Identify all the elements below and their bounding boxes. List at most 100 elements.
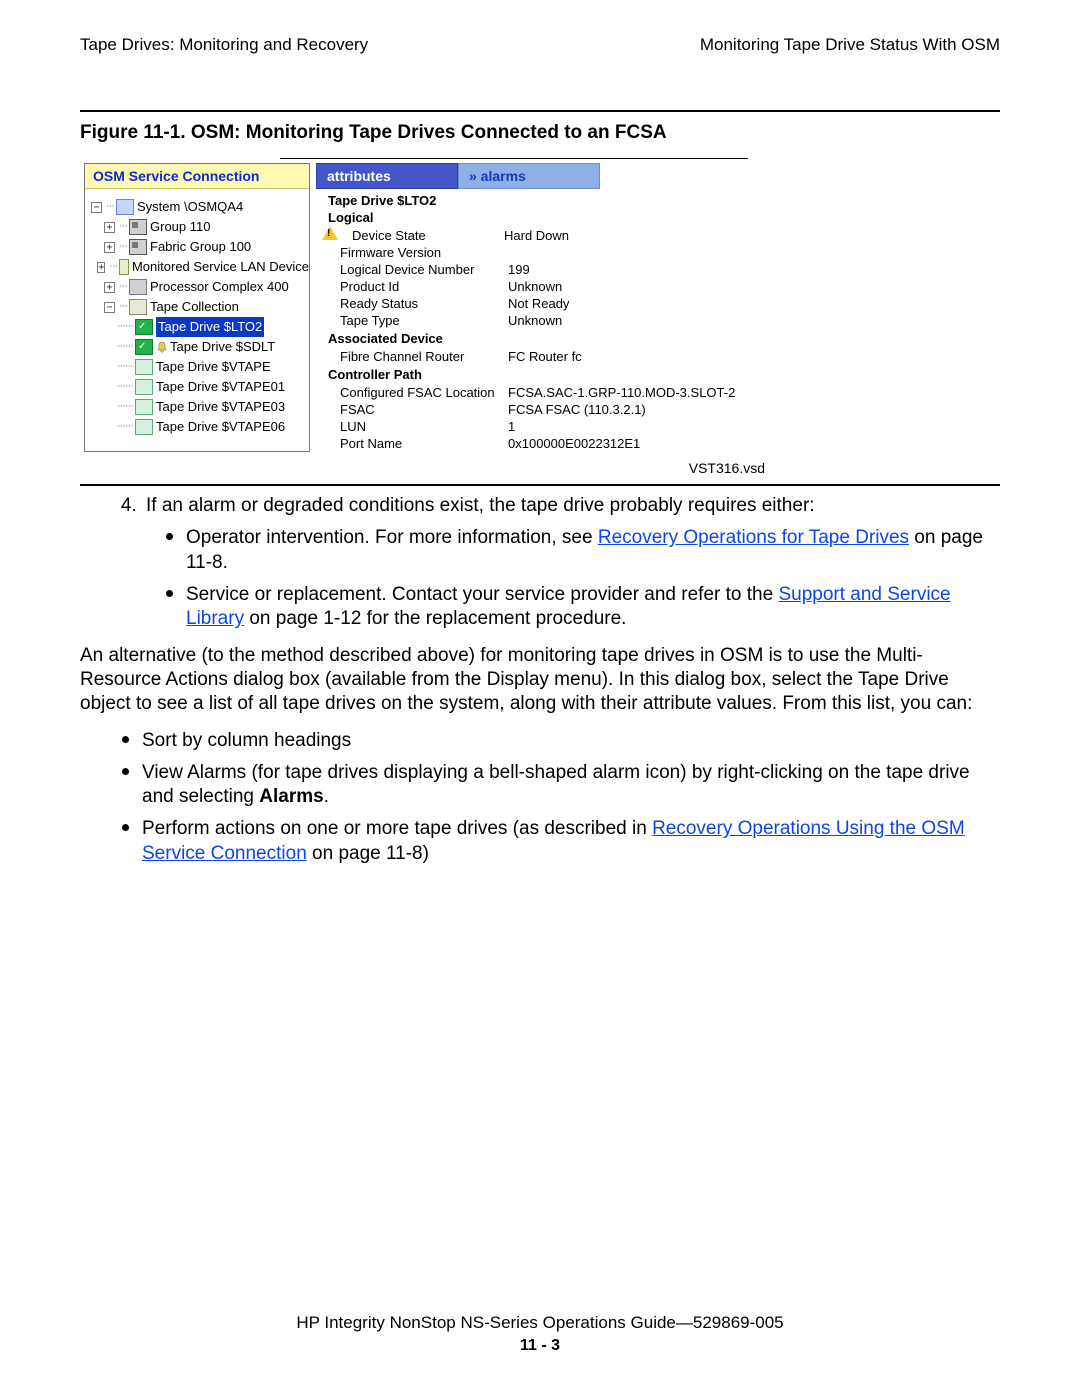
- text: Operator intervention. For more informat…: [186, 527, 598, 548]
- tree-label: Tape Drive $SDLT: [170, 337, 275, 357]
- text: Service or replacement. Contact your ser…: [186, 584, 778, 605]
- expander-minus-icon[interactable]: −: [104, 302, 115, 313]
- attr-val: Not Ready: [508, 295, 569, 312]
- attr-key: Fibre Channel Router: [328, 348, 508, 365]
- page-footer: HP Integrity NonStop NS-Series Operation…: [0, 1313, 1080, 1355]
- tree-row[interactable]: ······ Tape Drive $VTAPE01: [91, 377, 309, 397]
- tree-row[interactable]: ······ Tape Drive $VTAPE: [91, 357, 309, 377]
- attr-row: Configured FSAC LocationFCSA.SAC-1.GRP-1…: [328, 384, 1000, 401]
- tree-row-selected[interactable]: ······ Tape Drive $LTO2: [91, 317, 309, 337]
- attr-key: Ready Status: [328, 295, 508, 312]
- attr-val: Unknown: [508, 278, 562, 295]
- tape-icon: [135, 359, 153, 375]
- tree-row[interactable]: ······ Tape Drive $SDLT: [91, 337, 309, 357]
- text: on page 11-8): [307, 843, 429, 864]
- sub-bullet: Service or replacement. Contact your ser…: [186, 579, 1000, 632]
- attr-row: Product IdUnknown: [328, 278, 1000, 295]
- footer-page: 11 - 3: [0, 1337, 1080, 1355]
- expander-plus-icon[interactable]: +: [97, 262, 105, 273]
- tree-label-selected: Tape Drive $LTO2: [156, 317, 264, 337]
- text: .: [324, 786, 329, 807]
- attr-section: Controller Path: [328, 367, 1000, 382]
- paragraph: An alternative (to the method described …: [80, 644, 1000, 717]
- tree-label: Fabric Group 100: [150, 237, 251, 257]
- attr-row: Port Name0x100000E0022312E1: [328, 435, 1000, 452]
- expander-minus-icon[interactable]: −: [91, 202, 102, 213]
- attr-row: Firmware Version: [328, 244, 1000, 261]
- link-recovery-ops[interactable]: Recovery Operations for Tape Drives: [598, 527, 909, 548]
- attr-key: Firmware Version: [328, 244, 508, 261]
- tree-label: System \OSMQA4: [137, 197, 243, 217]
- tree-row-system[interactable]: −··· System \OSMQA4: [91, 197, 309, 217]
- osm-attributes-pane: attributes » alarms Tape Drive $LTO2 Log…: [310, 163, 1000, 452]
- tree-label: Tape Drive $VTAPE06: [156, 417, 285, 437]
- figure-bottom-rule: [80, 484, 1000, 486]
- attr-val: 199: [508, 261, 530, 278]
- bullet: Perform actions on one or more tape driv…: [142, 813, 1000, 866]
- attr-val: Unknown: [508, 312, 562, 329]
- tab-attributes[interactable]: attributes: [316, 163, 458, 189]
- attr-val: FCSA FSAC (110.3.2.1): [508, 401, 646, 418]
- text: Sort by column headings: [142, 730, 351, 751]
- tape-icon: [135, 399, 153, 415]
- expander-plus-icon[interactable]: +: [104, 282, 115, 293]
- alarm-triangle-icon: [322, 226, 338, 240]
- expander-plus-icon[interactable]: +: [104, 242, 115, 253]
- check-icon: [135, 339, 153, 355]
- attr-row: Logical Device Number199: [328, 261, 1000, 278]
- attr-section: Logical: [328, 210, 1000, 225]
- sub-bullet: Operator intervention. For more informat…: [186, 522, 1000, 575]
- collection-icon: [129, 299, 147, 315]
- tree-label: Tape Drive $VTAPE: [156, 357, 271, 377]
- attr-val: 0x100000E0022312E1: [508, 435, 640, 452]
- bell-icon: [156, 341, 168, 353]
- bullet: View Alarms (for tape drives displaying …: [142, 757, 1000, 810]
- attr-key: Port Name: [328, 435, 508, 452]
- attr-val: 1: [508, 418, 515, 435]
- attr-key: Logical Device Number: [328, 261, 508, 278]
- tree-label: Tape Drive $VTAPE01: [156, 377, 285, 397]
- attr-val: FC Router fc: [508, 348, 582, 365]
- figure-ref: VST316.vsd: [80, 460, 765, 476]
- header-left: Tape Drives: Monitoring and Recovery: [80, 35, 368, 55]
- list-text: If an alarm or degraded conditions exist…: [146, 495, 815, 516]
- tree-row[interactable]: ······ Tape Drive $VTAPE06: [91, 417, 309, 437]
- group-icon: [129, 219, 147, 235]
- attr-row: Fibre Channel RouterFC Router fc: [328, 348, 1000, 365]
- tree-label: Group 110: [150, 217, 210, 237]
- tree-row[interactable]: +··· Monitored Service LAN Device: [91, 257, 309, 277]
- attr-row: Ready StatusNot Ready: [328, 295, 1000, 312]
- check-icon: [135, 319, 153, 335]
- text: on page 1-12 for the replacement procedu…: [244, 608, 626, 629]
- attr-key: Configured FSAC Location: [328, 384, 508, 401]
- tape-icon: [135, 419, 153, 435]
- bold-alarms: Alarms: [259, 786, 323, 807]
- tree-row[interactable]: ······ Tape Drive $VTAPE03: [91, 397, 309, 417]
- attr-key: Device State: [340, 227, 504, 244]
- tree-row[interactable]: +··· Fabric Group 100: [91, 237, 309, 257]
- attr-section: Associated Device: [328, 331, 1000, 346]
- processor-icon: [129, 279, 147, 295]
- list-item-4: If an alarm or degraded conditions exist…: [142, 494, 1000, 632]
- tree-row[interactable]: +··· Group 110: [91, 217, 309, 237]
- system-icon: [116, 199, 134, 215]
- attr-title: Tape Drive $LTO2: [328, 193, 1000, 208]
- tab-alarms[interactable]: » alarms: [458, 163, 600, 189]
- attr-val: FCSA.SAC-1.GRP-110.MOD-3.SLOT-2: [508, 384, 735, 401]
- attr-key: Tape Type: [328, 312, 508, 329]
- attr-key: FSAC: [328, 401, 508, 418]
- attr-row: Device State Hard Down: [328, 227, 1000, 244]
- header-right: Monitoring Tape Drive Status With OSM: [700, 35, 1000, 55]
- attr-row: LUN1: [328, 418, 1000, 435]
- tree-row[interactable]: −··· Tape Collection: [91, 297, 309, 317]
- tree-label: Tape Collection: [150, 297, 239, 317]
- tree-label: Processor Complex 400: [150, 277, 289, 297]
- attr-row: Tape TypeUnknown: [328, 312, 1000, 329]
- attr-key: LUN: [328, 418, 508, 435]
- expander-plus-icon[interactable]: +: [104, 222, 115, 233]
- bullet: Sort by column headings: [142, 725, 1000, 753]
- figure-inner-rule: [280, 158, 748, 159]
- tree-row[interactable]: +··· Processor Complex 400: [91, 277, 309, 297]
- osm-banner: OSM Service Connection: [85, 164, 309, 189]
- attr-key: Product Id: [328, 278, 508, 295]
